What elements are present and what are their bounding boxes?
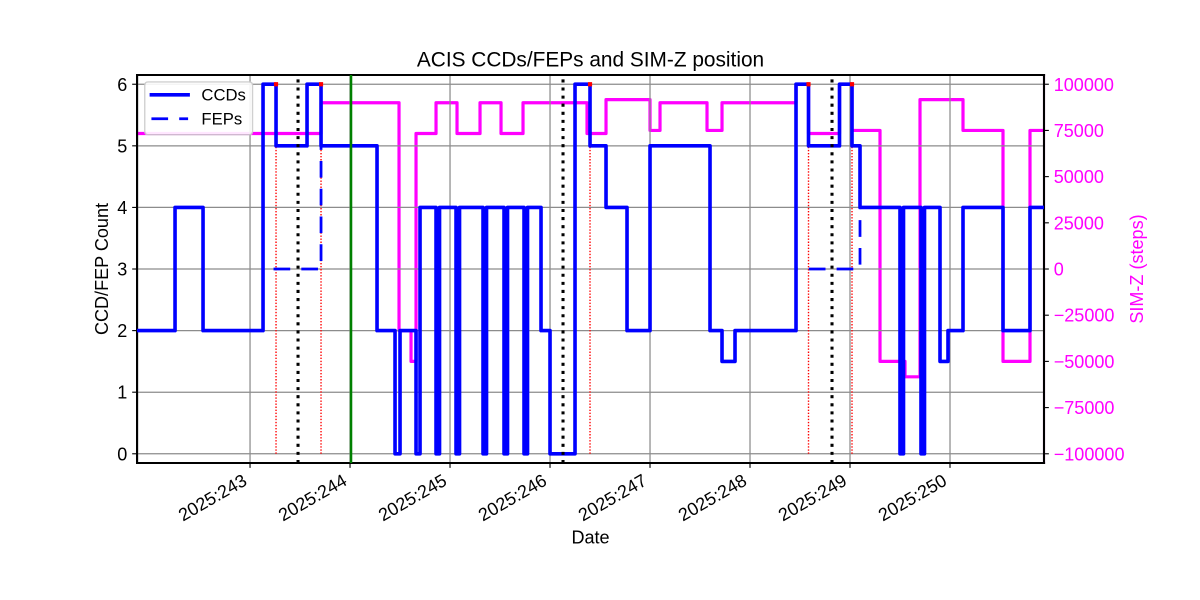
svg-text:−50000: −50000 <box>1054 352 1115 372</box>
svg-text:CCDs: CCDs <box>201 86 245 105</box>
svg-text:2: 2 <box>117 321 127 341</box>
svg-text:FEPs: FEPs <box>201 110 242 129</box>
svg-text:−75000: −75000 <box>1054 398 1115 418</box>
svg-text:0: 0 <box>117 444 127 464</box>
svg-text:5: 5 <box>117 136 127 156</box>
svg-text:0: 0 <box>1054 260 1064 280</box>
svg-text:−25000: −25000 <box>1054 306 1115 326</box>
svg-text:1: 1 <box>117 383 127 403</box>
svg-text:50000: 50000 <box>1054 167 1104 187</box>
svg-text:6: 6 <box>117 75 127 95</box>
svg-text:75000: 75000 <box>1054 121 1104 141</box>
svg-text:25000: 25000 <box>1054 213 1104 233</box>
svg-text:3: 3 <box>117 260 127 280</box>
svg-text:100000: 100000 <box>1054 75 1114 95</box>
svg-text:4: 4 <box>117 198 127 218</box>
svg-text:Date: Date <box>571 528 609 548</box>
svg-text:CCD/FEP Count: CCD/FEP Count <box>92 203 112 335</box>
svg-text:−100000: −100000 <box>1054 444 1125 464</box>
svg-text:ACIS CCDs/FEPs and SIM-Z posit: ACIS CCDs/FEPs and SIM-Z position <box>417 49 764 72</box>
svg-text:SIM-Z (steps): SIM-Z (steps) <box>1127 214 1147 323</box>
